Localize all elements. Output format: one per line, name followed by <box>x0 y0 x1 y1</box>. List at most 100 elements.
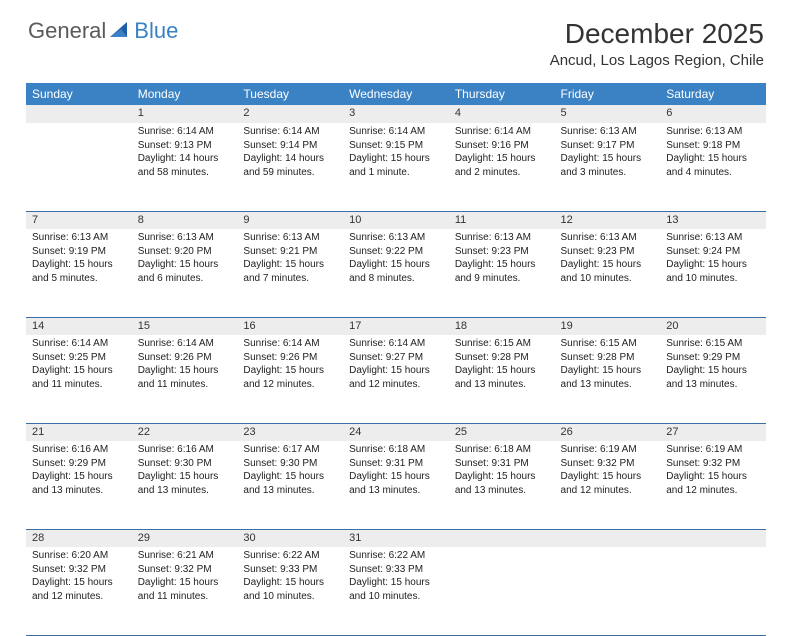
day-number: 18 <box>449 317 555 335</box>
daylight-text: and 12 minutes. <box>666 484 760 498</box>
sunrise-text: Sunrise: 6:13 AM <box>666 231 760 245</box>
day-number: 31 <box>343 529 449 547</box>
sunset-text: Sunset: 9:13 PM <box>138 139 232 153</box>
day-number: 8 <box>132 211 238 229</box>
daylight-text: and 4 minutes. <box>666 166 760 180</box>
day-cell: Sunrise: 6:21 AMSunset: 9:32 PMDaylight:… <box>132 547 238 635</box>
sunset-text: Sunset: 9:29 PM <box>666 351 760 365</box>
sunset-text: Sunset: 9:33 PM <box>349 563 443 577</box>
day-number: 26 <box>555 423 661 441</box>
daylight-text: and 8 minutes. <box>349 272 443 286</box>
weekday-header: Wednesday <box>343 83 449 105</box>
sunrise-text: Sunrise: 6:14 AM <box>349 125 443 139</box>
day-number: 5 <box>555 105 661 123</box>
daylight-text: Daylight: 15 hours <box>243 576 337 590</box>
day-number: 12 <box>555 211 661 229</box>
daylight-text: Daylight: 15 hours <box>561 152 655 166</box>
daylight-text: and 10 minutes. <box>349 590 443 604</box>
sunset-text: Sunset: 9:28 PM <box>561 351 655 365</box>
weekday-header: Saturday <box>660 83 766 105</box>
day-number: 28 <box>26 529 132 547</box>
daynum-row: 14151617181920 <box>26 317 766 335</box>
sunset-text: Sunset: 9:21 PM <box>243 245 337 259</box>
brand-first: General <box>28 18 106 44</box>
day-number: 2 <box>237 105 343 123</box>
day-number: 13 <box>660 211 766 229</box>
sunset-text: Sunset: 9:31 PM <box>349 457 443 471</box>
day-cell: Sunrise: 6:15 AMSunset: 9:29 PMDaylight:… <box>660 335 766 423</box>
daylight-text: and 10 minutes. <box>666 272 760 286</box>
day-cell: Sunrise: 6:14 AMSunset: 9:26 PMDaylight:… <box>132 335 238 423</box>
daylight-text: and 59 minutes. <box>243 166 337 180</box>
day-cell: Sunrise: 6:13 AMSunset: 9:19 PMDaylight:… <box>26 229 132 317</box>
day-number: 22 <box>132 423 238 441</box>
day-cell: Sunrise: 6:13 AMSunset: 9:24 PMDaylight:… <box>660 229 766 317</box>
sunrise-text: Sunrise: 6:18 AM <box>349 443 443 457</box>
weekday-header: Tuesday <box>237 83 343 105</box>
daylight-text: Daylight: 15 hours <box>138 470 232 484</box>
day-cell: Sunrise: 6:14 AMSunset: 9:25 PMDaylight:… <box>26 335 132 423</box>
daylight-text: Daylight: 15 hours <box>455 364 549 378</box>
day-number <box>555 529 661 547</box>
day-cell: Sunrise: 6:19 AMSunset: 9:32 PMDaylight:… <box>660 441 766 529</box>
day-number: 30 <box>237 529 343 547</box>
daylight-text: Daylight: 15 hours <box>666 258 760 272</box>
sunrise-text: Sunrise: 6:13 AM <box>561 231 655 245</box>
day-cell: Sunrise: 6:15 AMSunset: 9:28 PMDaylight:… <box>449 335 555 423</box>
daylight-text: and 12 minutes. <box>243 378 337 392</box>
daynum-row: 28293031 <box>26 529 766 547</box>
sunset-text: Sunset: 9:30 PM <box>243 457 337 471</box>
day-number: 27 <box>660 423 766 441</box>
daylight-text: Daylight: 14 hours <box>138 152 232 166</box>
daylight-text: and 9 minutes. <box>455 272 549 286</box>
sunrise-text: Sunrise: 6:22 AM <box>349 549 443 563</box>
day-number: 10 <box>343 211 449 229</box>
sunset-text: Sunset: 9:22 PM <box>349 245 443 259</box>
day-cell: Sunrise: 6:22 AMSunset: 9:33 PMDaylight:… <box>237 547 343 635</box>
sunset-text: Sunset: 9:32 PM <box>138 563 232 577</box>
sunset-text: Sunset: 9:23 PM <box>455 245 549 259</box>
daylight-text: and 13 minutes. <box>561 378 655 392</box>
sunset-text: Sunset: 9:26 PM <box>243 351 337 365</box>
daylight-text: and 13 minutes. <box>138 484 232 498</box>
daylight-text: Daylight: 15 hours <box>138 364 232 378</box>
day-number <box>26 105 132 123</box>
day-cell: Sunrise: 6:14 AMSunset: 9:26 PMDaylight:… <box>237 335 343 423</box>
sunset-text: Sunset: 9:25 PM <box>32 351 126 365</box>
day-cell: Sunrise: 6:14 AMSunset: 9:13 PMDaylight:… <box>132 123 238 211</box>
sunset-text: Sunset: 9:33 PM <box>243 563 337 577</box>
day-cell: Sunrise: 6:18 AMSunset: 9:31 PMDaylight:… <box>449 441 555 529</box>
sunrise-text: Sunrise: 6:15 AM <box>561 337 655 351</box>
weekday-header: Sunday <box>26 83 132 105</box>
daylight-text: Daylight: 15 hours <box>349 364 443 378</box>
daylight-text: Daylight: 15 hours <box>349 258 443 272</box>
month-title: December 2025 <box>550 18 764 50</box>
sunrise-text: Sunrise: 6:13 AM <box>561 125 655 139</box>
day-cell: Sunrise: 6:13 AMSunset: 9:18 PMDaylight:… <box>660 123 766 211</box>
sunrise-text: Sunrise: 6:16 AM <box>32 443 126 457</box>
sunrise-text: Sunrise: 6:14 AM <box>455 125 549 139</box>
sunset-text: Sunset: 9:16 PM <box>455 139 549 153</box>
sunset-text: Sunset: 9:27 PM <box>349 351 443 365</box>
day-cell: Sunrise: 6:13 AMSunset: 9:21 PMDaylight:… <box>237 229 343 317</box>
daylight-text: Daylight: 15 hours <box>561 470 655 484</box>
sunrise-text: Sunrise: 6:16 AM <box>138 443 232 457</box>
daylight-text: Daylight: 15 hours <box>243 258 337 272</box>
daylight-text: Daylight: 14 hours <box>243 152 337 166</box>
day-cell: Sunrise: 6:14 AMSunset: 9:16 PMDaylight:… <box>449 123 555 211</box>
sunrise-text: Sunrise: 6:20 AM <box>32 549 126 563</box>
day-cell: Sunrise: 6:16 AMSunset: 9:30 PMDaylight:… <box>132 441 238 529</box>
daylight-text: and 58 minutes. <box>138 166 232 180</box>
sunrise-text: Sunrise: 6:14 AM <box>138 125 232 139</box>
content-row: Sunrise: 6:14 AMSunset: 9:13 PMDaylight:… <box>26 123 766 211</box>
sunset-text: Sunset: 9:30 PM <box>138 457 232 471</box>
sunrise-text: Sunrise: 6:14 AM <box>32 337 126 351</box>
day-number: 4 <box>449 105 555 123</box>
day-number: 24 <box>343 423 449 441</box>
brand-logo: General Blue <box>28 18 178 44</box>
day-cell: Sunrise: 6:19 AMSunset: 9:32 PMDaylight:… <box>555 441 661 529</box>
sunrise-text: Sunrise: 6:13 AM <box>666 125 760 139</box>
daylight-text: and 13 minutes. <box>455 484 549 498</box>
daylight-text: Daylight: 15 hours <box>138 258 232 272</box>
day-cell: Sunrise: 6:14 AMSunset: 9:14 PMDaylight:… <box>237 123 343 211</box>
